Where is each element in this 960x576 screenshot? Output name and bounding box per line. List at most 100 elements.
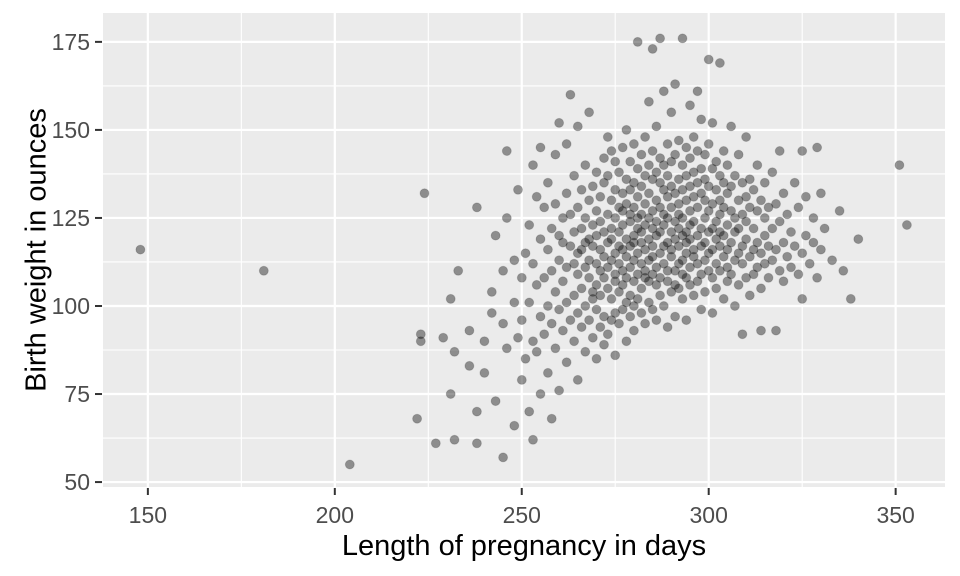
data-point <box>509 255 520 266</box>
data-point <box>587 220 598 230</box>
data-point <box>707 272 718 283</box>
data-point <box>786 262 796 273</box>
data-point <box>658 160 669 171</box>
data-point <box>677 33 688 44</box>
data-point <box>752 237 763 248</box>
data-point <box>670 216 681 227</box>
data-point <box>640 265 651 276</box>
data-point <box>677 269 688 280</box>
data-point <box>673 241 684 252</box>
data-point <box>759 258 770 269</box>
data-point <box>636 149 647 160</box>
data-point <box>718 177 729 188</box>
data-point <box>647 241 658 252</box>
data-point <box>595 290 606 301</box>
data-point <box>498 452 509 463</box>
data-point <box>718 202 729 213</box>
x-tick-label: 250 <box>503 502 541 528</box>
data-point <box>602 262 613 273</box>
data-point <box>471 406 482 417</box>
data-point <box>554 255 565 266</box>
data-point <box>651 167 662 178</box>
data-point <box>756 283 766 294</box>
data-point <box>894 160 905 171</box>
data-point <box>344 459 355 470</box>
data-point <box>486 308 497 318</box>
data-point <box>595 244 606 255</box>
data-point <box>722 220 733 230</box>
data-point <box>606 255 617 266</box>
data-point <box>793 269 804 280</box>
plot-panel <box>103 13 945 487</box>
data-point <box>591 230 602 241</box>
data-point <box>412 413 423 424</box>
data-point <box>542 367 553 378</box>
data-point <box>685 181 695 192</box>
data-point <box>707 163 718 174</box>
data-point <box>591 304 602 315</box>
data-point <box>643 234 654 245</box>
data-point <box>677 160 688 171</box>
data-point <box>685 205 695 216</box>
data-point <box>595 322 606 333</box>
data-point <box>490 230 501 241</box>
data-point <box>673 283 684 294</box>
data-point <box>759 230 770 241</box>
data-point <box>670 149 681 160</box>
data-point <box>561 357 572 368</box>
data-point <box>647 269 658 280</box>
data-point <box>509 420 520 431</box>
data-point <box>651 195 662 206</box>
data-point <box>662 322 673 333</box>
data-point <box>617 265 628 276</box>
data-point <box>681 237 692 248</box>
data-point <box>546 265 557 276</box>
data-point <box>797 146 808 156</box>
data-point <box>557 237 568 248</box>
data-point <box>714 265 725 276</box>
data-point <box>643 297 654 308</box>
data-point <box>737 209 748 220</box>
data-point <box>658 301 669 311</box>
data-point <box>580 301 591 311</box>
data-point <box>632 191 643 202</box>
data-point <box>445 389 456 399</box>
data-point <box>628 230 639 241</box>
data-point <box>670 234 681 245</box>
data-point <box>797 248 808 259</box>
data-point <box>714 227 725 237</box>
data-point <box>557 325 568 336</box>
data-point <box>655 227 666 237</box>
data-point <box>550 343 561 354</box>
data-point <box>610 350 621 361</box>
data-point <box>569 336 580 347</box>
data-point <box>677 255 688 266</box>
data-point <box>501 343 512 354</box>
data-point <box>520 248 531 259</box>
data-point <box>815 244 826 255</box>
y-tick-label: 75 <box>64 381 90 407</box>
data-point <box>617 220 628 230</box>
data-point <box>767 167 778 178</box>
data-point <box>614 202 624 213</box>
data-point <box>700 255 710 266</box>
data-point <box>599 339 609 350</box>
data-point <box>838 265 849 276</box>
data-point <box>479 367 490 378</box>
data-point <box>819 223 830 234</box>
data-point <box>599 251 609 262</box>
data-point <box>621 198 632 209</box>
data-point <box>528 160 538 171</box>
data-point <box>700 149 710 160</box>
data-point <box>681 170 692 181</box>
data-point <box>662 170 673 181</box>
data-point <box>778 188 789 199</box>
data-point <box>625 290 636 301</box>
data-point <box>490 396 501 407</box>
data-point <box>576 283 587 294</box>
data-point <box>584 272 595 283</box>
data-point <box>729 255 740 266</box>
data-point <box>808 213 819 223</box>
data-point <box>258 265 269 276</box>
data-point <box>703 54 714 65</box>
